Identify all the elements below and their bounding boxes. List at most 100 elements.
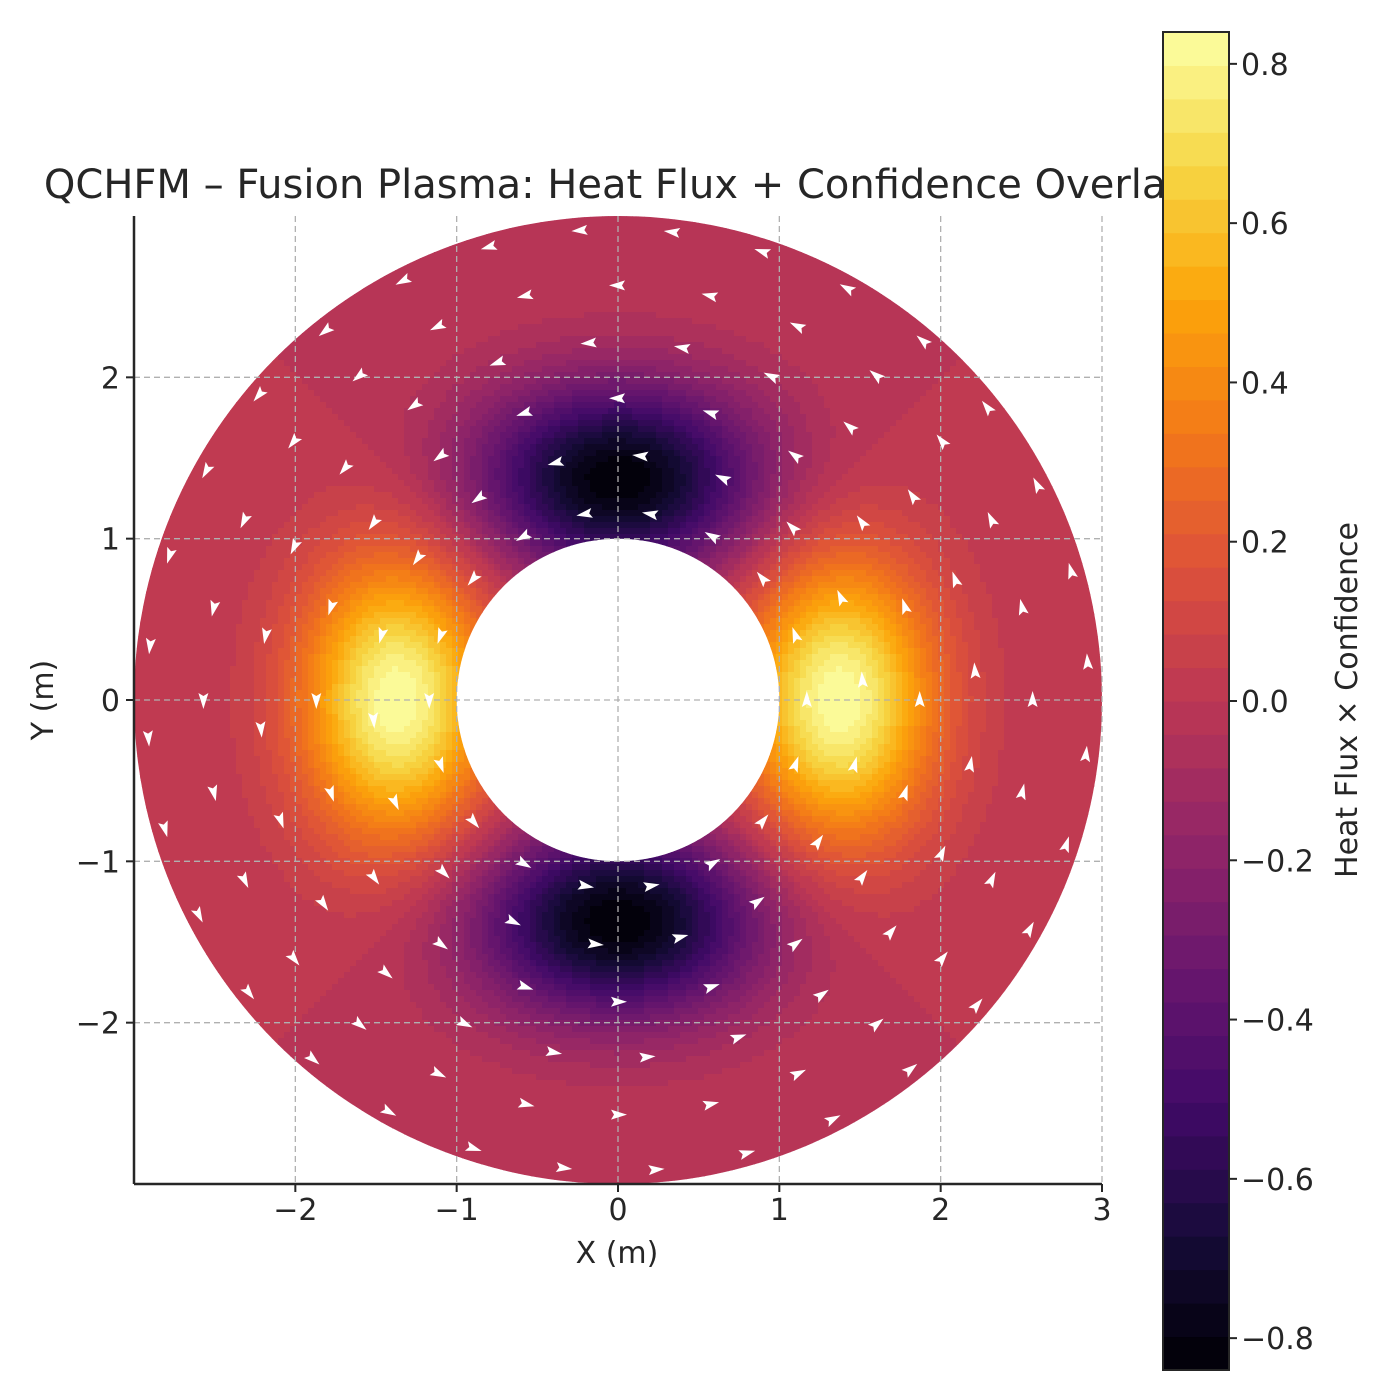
field-cell: [914, 408, 921, 415]
field-cell: [566, 264, 573, 271]
field-cell: [716, 228, 723, 235]
field-cell: [812, 462, 819, 469]
field-cell: [818, 312, 825, 319]
field-cell: [812, 330, 819, 337]
field-cell: [920, 426, 927, 433]
field-cell: [392, 270, 399, 277]
field-cell: [848, 438, 855, 445]
field-cell: [224, 438, 231, 445]
field-cell: [596, 402, 603, 409]
field-cell: [668, 336, 675, 343]
field-cell: [434, 408, 441, 415]
field-cell: [416, 414, 423, 421]
field-cell: [1016, 480, 1023, 487]
field-cell: [464, 306, 471, 313]
field-cell: [830, 462, 837, 469]
field-cell: [1016, 444, 1023, 451]
field-cell: [662, 330, 669, 337]
field-cell: [842, 408, 849, 415]
field-cell: [308, 408, 315, 415]
field-cell: [926, 438, 933, 445]
field-cell: [722, 282, 729, 289]
field-cell: [386, 330, 393, 337]
field-cell: [896, 402, 903, 409]
field-cell: [566, 384, 573, 391]
field-cell: [566, 330, 573, 337]
field-cell: [890, 378, 897, 385]
field-cell: [794, 348, 801, 355]
field-cell: [410, 450, 417, 457]
field-cell: [200, 486, 207, 493]
field-cell: [830, 474, 837, 481]
field-cell: [626, 438, 633, 445]
field-cell: [548, 240, 555, 247]
field-cell: [740, 456, 747, 463]
field-cell: [368, 342, 375, 349]
field-cell: [944, 402, 951, 409]
field-cell: [854, 390, 861, 397]
field-cell: [410, 384, 417, 391]
field-cell: [830, 324, 837, 331]
field-cell: [596, 456, 603, 463]
field-cell: [452, 264, 459, 271]
field-cell: [572, 354, 579, 361]
field-cell: [464, 354, 471, 361]
field-cell: [710, 300, 717, 307]
field-cell: [680, 360, 687, 367]
field-cell: [416, 258, 423, 265]
field-cell: [788, 474, 795, 481]
field-cell: [188, 462, 195, 469]
field-cell: [338, 420, 345, 427]
field-cell: [392, 360, 399, 367]
field-cell: [602, 252, 609, 259]
field-cell: [494, 312, 501, 319]
field-cell: [764, 456, 771, 463]
field-cell: [500, 270, 507, 277]
field-cell: [434, 342, 441, 349]
field-cell: [296, 384, 303, 391]
field-cell: [656, 366, 663, 373]
field-cell: [542, 402, 549, 409]
field-cell: [764, 306, 771, 313]
field-cell: [296, 468, 303, 475]
field-cell: [830, 480, 837, 487]
field-cell: [548, 402, 555, 409]
field-cell: [494, 396, 501, 403]
field-cell: [902, 360, 909, 367]
field-cell: [458, 420, 465, 427]
field-cell: [566, 480, 573, 487]
field-cell: [530, 300, 537, 307]
field-cell: [476, 234, 483, 241]
field-cell: [758, 300, 765, 307]
field-cell: [506, 468, 513, 475]
field-cell: [296, 432, 303, 439]
field-cell: [416, 336, 423, 343]
field-cell: [446, 294, 453, 301]
field-cell: [644, 486, 651, 493]
field-cell: [206, 474, 213, 481]
field-cell: [452, 354, 459, 361]
field-cell: [968, 408, 975, 415]
field-cell: [326, 360, 333, 367]
field-cell: [308, 480, 315, 487]
field-cell: [386, 390, 393, 397]
field-cell: [302, 348, 309, 355]
field-cell: [794, 384, 801, 391]
field-cell: [374, 378, 381, 385]
field-cell: [848, 348, 855, 355]
field-cell: [746, 408, 753, 415]
field-cell: [734, 300, 741, 307]
field-cell: [872, 432, 879, 439]
field-cell: [530, 318, 537, 325]
field-cell: [512, 444, 519, 451]
field-cell: [368, 378, 375, 385]
field-cell: [674, 450, 681, 457]
field-cell: [668, 312, 675, 319]
field-cell: [560, 378, 567, 385]
field-cell: [644, 444, 651, 451]
field-cell: [626, 408, 633, 415]
field-cell: [962, 456, 969, 463]
field-cell: [458, 402, 465, 409]
field-cell: [908, 474, 915, 481]
field-cell: [686, 384, 693, 391]
